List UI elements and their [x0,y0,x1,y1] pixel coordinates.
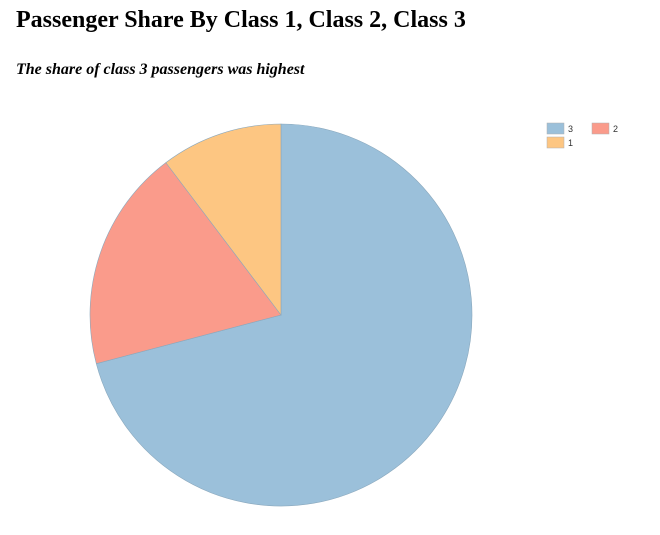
legend-item-3: 3 [546,122,573,135]
chart-legend: 3 2 1 [546,122,618,149]
legend-label-1: 1 [568,138,573,148]
pie-slice-class-2 [89,162,282,365]
legend-swatch-3 [546,122,565,135]
legend-swatch-1 [546,136,565,149]
pie-slices [89,123,473,507]
legend-label-3: 3 [568,124,573,134]
legend-item-2: 2 [591,122,618,135]
pie-slice-class-1 [165,123,282,316]
chart-subtitle: The share of class 3 passengers was high… [16,61,305,78]
legend-item-1: 1 [546,136,573,149]
legend-label-2: 2 [613,124,618,134]
pie-slice-class-3 [95,123,473,507]
chart-title: Passenger Share By Class 1, Class 2, Cla… [16,7,466,33]
legend-swatch-2 [591,122,610,135]
